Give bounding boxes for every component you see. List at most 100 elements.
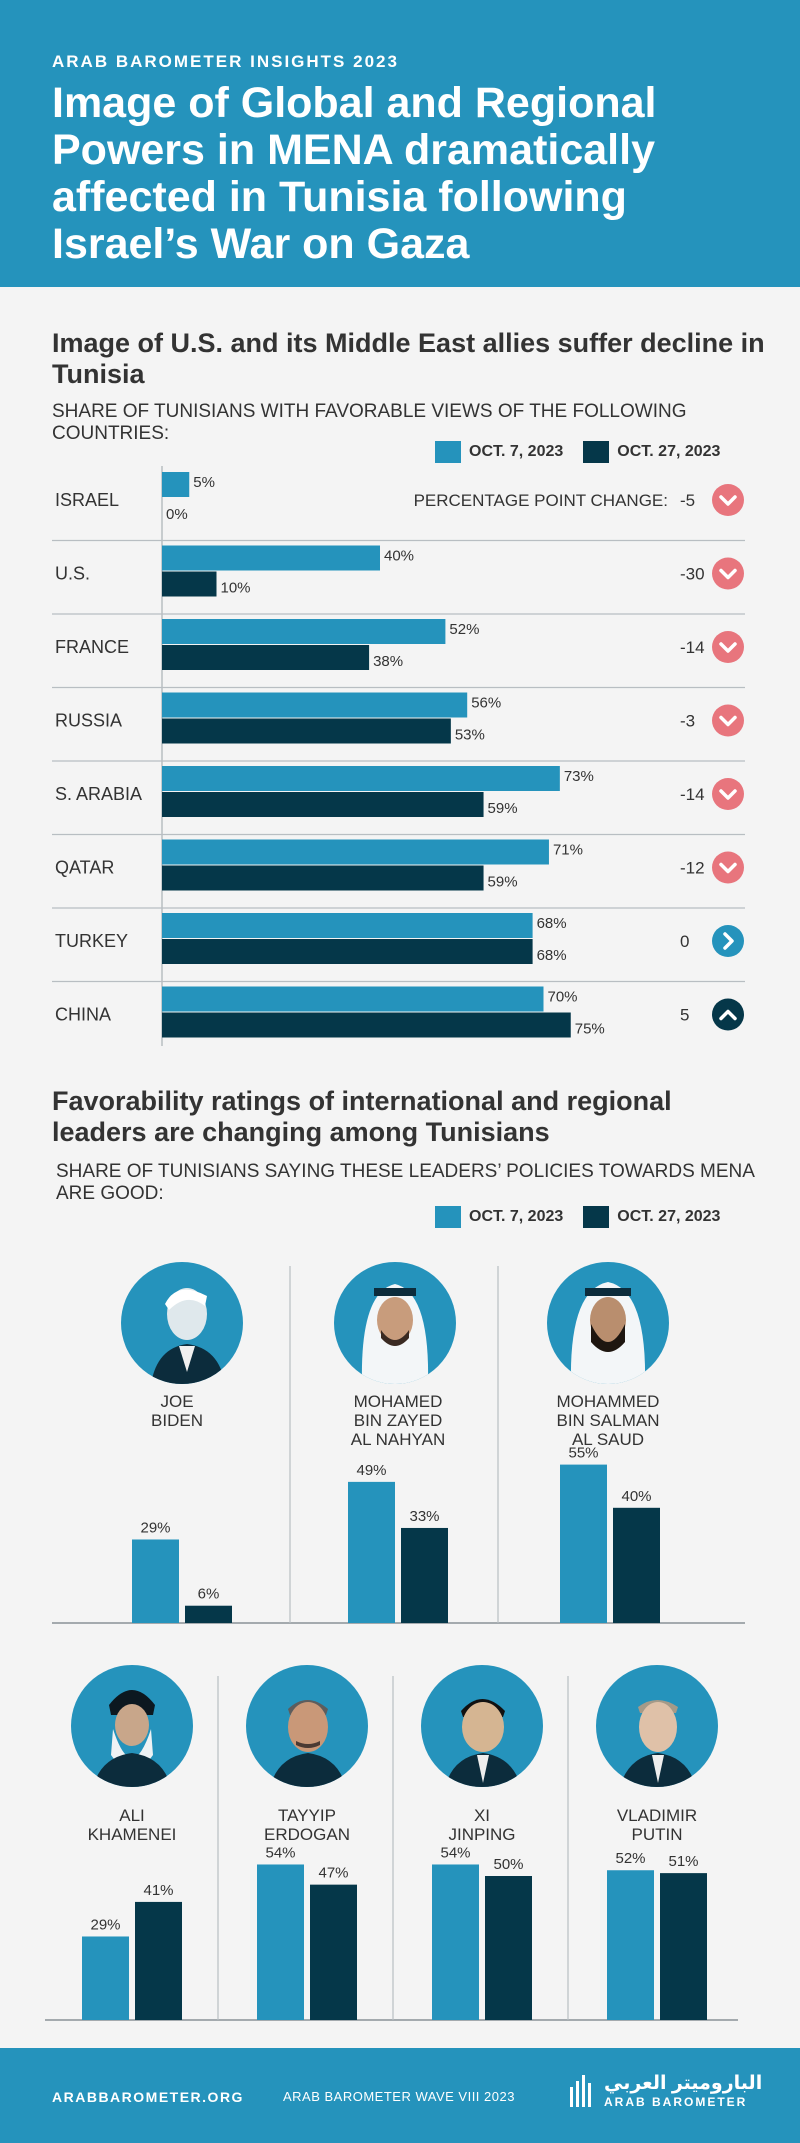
chevron-down-icon [712,778,744,810]
section2-subtitle: Share of Tunisians saying these leaders’… [56,1161,754,1204]
logo-arabic-text: الباروميتر العربي [604,2073,763,2094]
data-label-oct7: 73% [564,768,594,785]
section1-subtitle: Share of Tunisians with favorable views … [52,401,687,444]
bar-oct7 [82,1936,129,2020]
category-label: TURKEY [55,931,128,951]
data-label-oct27: 59% [488,874,518,891]
data-label-oct27: 41% [143,1882,173,1899]
legend-section2: OCT. 7, 2023 OCT. 27, 2023 [435,1206,720,1228]
data-label-oct27: 51% [668,1853,698,1870]
category-label: U.S. [55,564,90,584]
data-label-oct27: 50% [493,1856,523,1873]
erdogan-portrait-icon [246,1665,368,1787]
data-label-oct27: 10% [221,580,251,597]
data-label-oct27: 38% [373,653,403,670]
logo-english-text: ARAB BAROMETER [604,2095,748,2109]
leader-label-erdogan: TAYYIP ERDOGAN [264,1806,350,1844]
footer-website-link[interactable]: ARABBAROMETER.ORG [52,2089,244,2105]
header-banner: ARAB BAROMETER INSIGHTS 2023 Image of Gl… [0,0,800,287]
category-label: RUSSIA [55,711,122,731]
bar-oct27 [162,939,533,964]
category-label: S. ARABIA [55,784,142,804]
data-label-oct7: 29% [90,1916,120,1933]
data-label-oct27: 53% [455,727,485,744]
data-label-oct7: 40% [384,548,414,565]
barometer-bars-icon [570,2074,591,2107]
change-value: 0 [680,932,689,951]
chevron-down-icon [712,557,744,590]
arab-barometer-logo: الباروميتر العربي ARAB BAROMETER [570,2072,762,2109]
putin-portrait-icon [596,1665,718,1787]
legend-swatch-oct7 [435,441,461,463]
bar-oct7 [162,839,549,865]
bar-oct7 [162,766,560,791]
bar-oct27 [162,792,484,817]
country-favorability-chart: ISRAEL 5% 0% PERCENTAGE POINT CHANGE: -5 U.S.… [52,466,745,1046]
chevron-down-icon [712,631,744,663]
bar-oct27 [613,1507,660,1623]
bar-oct27 [162,571,217,597]
data-label-oct7: 54% [440,1844,470,1861]
bar-oct7 [560,1464,607,1623]
data-label-oct27: 40% [621,1488,651,1505]
bar-oct27 [401,1527,448,1623]
data-label-oct27: 0% [166,506,188,523]
bar-oct27 [485,1876,532,2020]
legend-label-oct7: OCT. 7, 2023 [469,443,564,460]
change-value: -30 [680,565,705,584]
change-value: -3 [680,712,695,731]
data-label-oct27: 6% [198,1586,220,1603]
data-label-oct7: 55% [568,1445,598,1462]
data-label-oct27: 33% [409,1508,439,1525]
legend-label-oct27: OCT. 27, 2023 [617,443,721,460]
data-label-oct7: 52% [449,621,479,638]
legend-section1: OCT. 7, 2023 OCT. 27, 2023 [435,441,720,463]
bin-zayed-portrait-icon [334,1262,456,1384]
bar-oct27 [660,1873,707,2020]
bar-oct27 [185,1605,232,1623]
leaders-chart-row2: 29% 41% 54% 47% 54% 50% 52% 51% [45,1676,738,2021]
bar-oct27 [135,1901,182,2020]
section1-title: Image of U.S. and its Middle East allies… [52,328,765,389]
bar-oct27 [310,1884,357,2020]
data-label-oct27: 68% [537,947,567,964]
change-value: -14 [680,638,705,657]
category-label: ISRAEL [55,490,119,510]
leader-label-xi: XI JINPING [448,1806,516,1844]
category-label: FRANCE [55,637,129,657]
bar-oct7 [348,1481,395,1623]
legend-swatch-oct27 [583,1206,610,1228]
change-value: -14 [680,785,705,804]
footer: ARABBAROMETER.ORG ARAB BAROMETER WAVE VI… [0,2048,800,2143]
bar-oct7 [162,986,544,1012]
bar-oct27 [162,865,484,891]
data-label-oct7: 68% [537,915,567,932]
bar-oct7 [162,913,533,938]
bar-oct7 [132,1539,179,1623]
biden-portrait-icon [121,1262,243,1384]
data-label-oct7: 56% [471,695,501,712]
bar-oct27 [162,1012,571,1038]
change-value: 5 [680,1006,689,1025]
leader-label-khamenei: ALI KHAMENEI [87,1806,177,1844]
data-label-oct27: 47% [318,1865,348,1882]
header-kicker: ARAB BAROMETER INSIGHTS 2023 [52,52,399,71]
bar-oct7 [162,692,468,718]
percentage-point-change-label: PERCENTAGE POINT CHANGE: [414,491,668,510]
chevron-down-icon [712,484,744,516]
legend-swatch-oct27 [583,441,610,463]
khamenei-portrait-icon [71,1665,193,1787]
data-label-oct7: 5% [193,474,215,491]
category-label: CHINA [55,1005,111,1025]
leader-label-putin: VLADIMIR PUTIN [616,1806,698,1844]
bar-oct7 [162,472,190,497]
chevron-down-icon [712,851,744,884]
bar-oct7 [432,1864,479,2020]
change-value: -5 [680,491,695,510]
bar-oct27 [162,645,370,670]
chevron-right-icon [712,925,744,957]
leader-label-biden: JOE BIDEN [151,1392,203,1430]
chevron-up-icon [712,998,744,1031]
legend-swatch-oct7 [435,1206,461,1228]
bin-salman-portrait-icon [547,1262,669,1384]
